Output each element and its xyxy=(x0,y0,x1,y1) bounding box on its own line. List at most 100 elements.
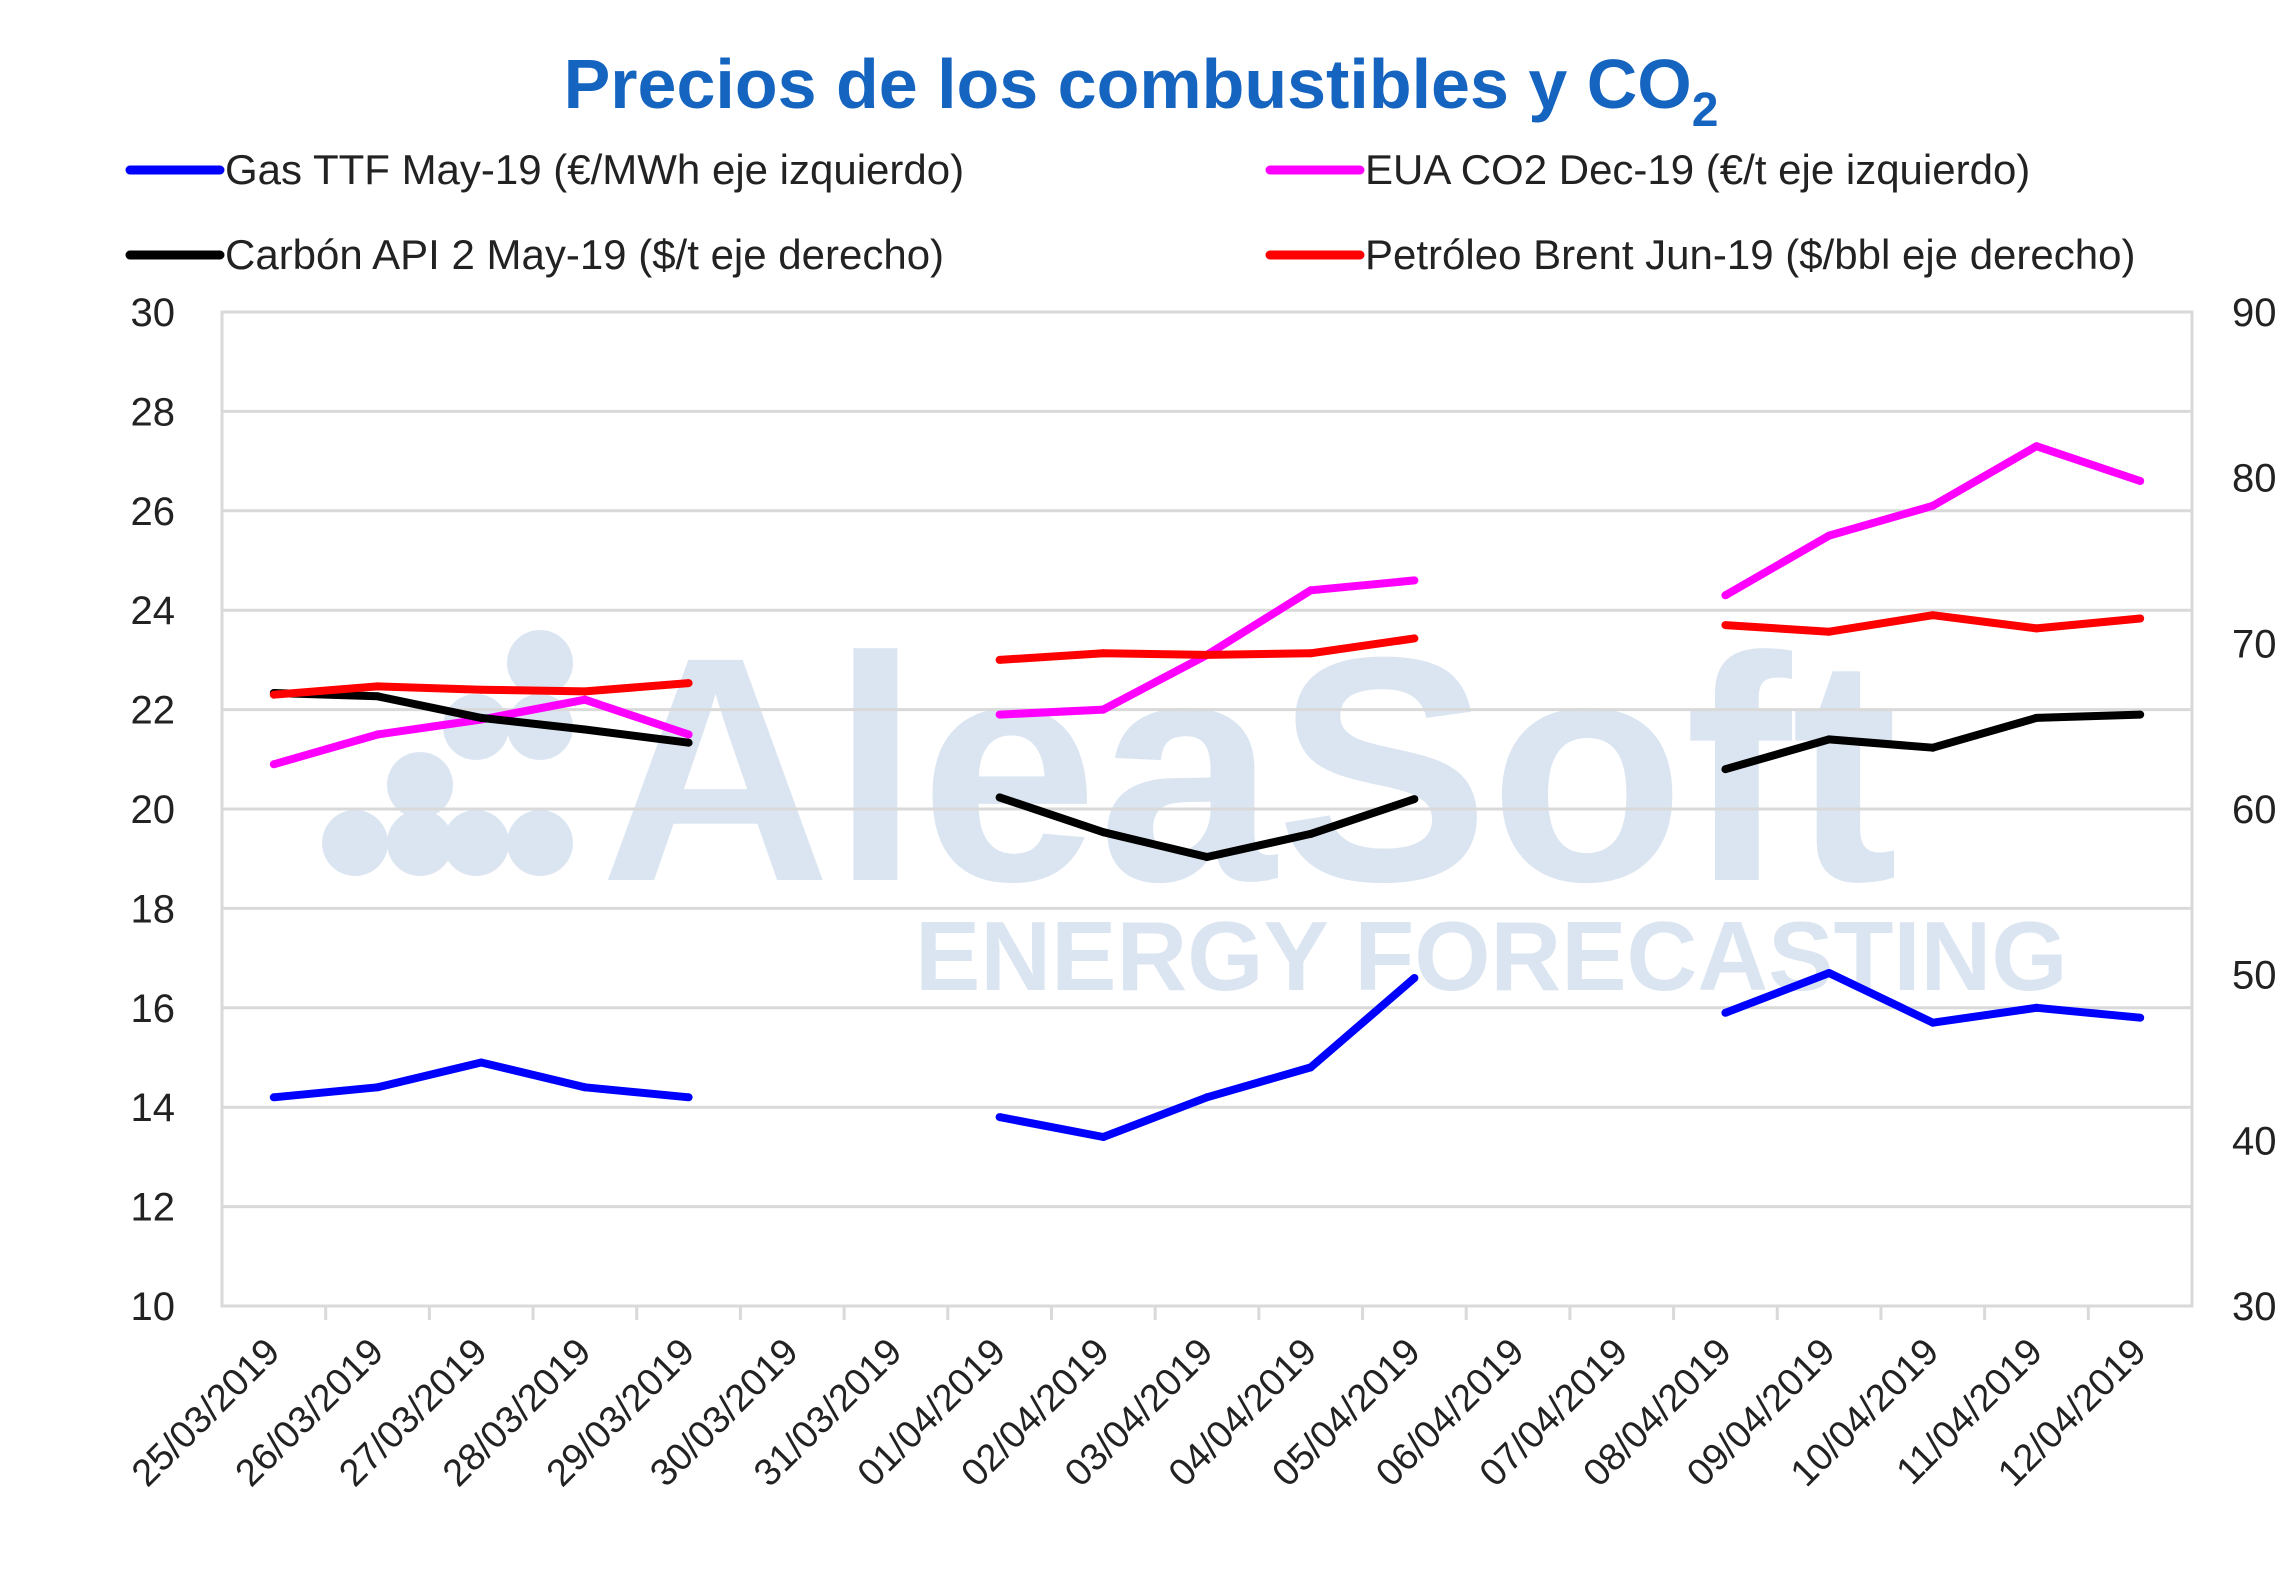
data-point xyxy=(269,690,278,699)
plot-area-border xyxy=(220,310,2194,1308)
y-left-tick-label: 28 xyxy=(131,390,176,434)
y-right-tick-label: 90 xyxy=(2232,291,2277,335)
chart-title: Precios de los combustibles y CO2 xyxy=(564,45,1719,137)
data-point xyxy=(1825,627,1834,636)
y-left-tick-label: 22 xyxy=(131,689,176,733)
data-point xyxy=(373,692,382,701)
y-left-tick-label: 12 xyxy=(131,1186,176,1230)
watermark-logo-dots xyxy=(322,630,573,876)
legend-label: Carbón API 2 May-19 ($/t eje derecho) xyxy=(225,231,944,278)
data-point xyxy=(1928,743,1937,752)
data-point xyxy=(1410,974,1419,982)
data-point xyxy=(580,687,589,696)
data-point xyxy=(580,1083,589,1092)
data-point xyxy=(477,1058,486,1067)
y-right-tick-label: 60 xyxy=(2232,788,2277,832)
series-petroleo xyxy=(269,611,2145,699)
data-point xyxy=(373,1083,382,1092)
data-point xyxy=(684,730,693,739)
data-point xyxy=(684,679,693,688)
legend-item: Petróleo Brent Jun-19 ($/bbl eje derecho… xyxy=(1265,231,2135,278)
data-point xyxy=(995,793,1004,802)
y-left-tick-label: 14 xyxy=(131,1086,176,1130)
watermark-dot xyxy=(387,752,453,818)
data-point xyxy=(2032,442,2041,451)
data-point xyxy=(1410,576,1419,585)
y-left-tick-label: 20 xyxy=(131,788,176,832)
data-point xyxy=(1099,1133,1108,1141)
chart-title-subscript: 2 xyxy=(1692,84,1719,137)
legend-label: Petróleo Brent Jun-19 ($/bbl eje derecho… xyxy=(1365,231,2135,278)
watermark-tagline: ENERGY FORECASTING xyxy=(915,901,2068,1011)
watermark-dot xyxy=(507,810,573,876)
data-point xyxy=(1928,501,1937,510)
watermark-dot xyxy=(387,810,453,876)
watermark-dot xyxy=(443,810,509,876)
data-point xyxy=(2136,477,2145,485)
data-point xyxy=(1203,1093,1211,1102)
x-axis: 25/03/201926/03/201927/03/201928/03/2019… xyxy=(124,1331,2154,1495)
data-point xyxy=(477,713,486,722)
data-point xyxy=(580,725,589,734)
data-point xyxy=(1721,591,1730,600)
data-point xyxy=(477,685,486,694)
legend-label: EUA CO2 Dec-19 (€/t eje izquierdo) xyxy=(1365,146,2030,193)
data-point xyxy=(1721,1008,1730,1017)
y-right-tick-label: 30 xyxy=(2232,1285,2277,1329)
series-line-segment xyxy=(1723,442,2142,599)
y-left-tick-label: 26 xyxy=(131,490,176,534)
data-point xyxy=(1099,828,1108,837)
y-right-tick-label: 70 xyxy=(2232,622,2277,666)
watermark-dot xyxy=(322,810,388,876)
data-point xyxy=(1825,735,1834,744)
data-point xyxy=(2032,624,2041,633)
legend-item: Gas TTF May-19 (€/MWh eje izquierdo) xyxy=(125,146,964,193)
data-point xyxy=(269,760,278,769)
legend-item: Carbón API 2 May-19 ($/t eje derecho) xyxy=(125,231,944,278)
data-point xyxy=(1203,853,1211,861)
data-point xyxy=(1721,621,1730,630)
data-point xyxy=(2136,1013,2145,1022)
data-point xyxy=(995,710,1004,719)
series-carbon xyxy=(269,689,2145,861)
data-point xyxy=(1721,765,1730,774)
data-point xyxy=(2032,713,2041,722)
gridlines xyxy=(222,310,2192,1308)
data-point xyxy=(373,682,382,691)
data-point xyxy=(580,695,589,704)
y-right-tick-label: 50 xyxy=(2232,954,2277,998)
data-point xyxy=(1928,1018,1937,1027)
data-point xyxy=(1306,586,1315,595)
legend-label: Gas TTF May-19 (€/MWh eje izquierdo) xyxy=(225,146,964,193)
data-point xyxy=(1203,650,1211,659)
watermark-brand: AleaSoft xyxy=(600,590,1898,948)
data-point xyxy=(1410,795,1419,804)
data-point xyxy=(995,655,1004,664)
y-left-tick-label: 30 xyxy=(131,291,176,335)
series-line-segment xyxy=(273,1058,689,1102)
data-point xyxy=(1825,531,1834,540)
legend: Gas TTF May-19 (€/MWh eje izquierdo) EUA … xyxy=(125,146,2135,278)
data-point xyxy=(1306,829,1315,838)
watermark-dot xyxy=(507,630,573,696)
y-axis-left: 10 12 14 16 18 20 22 24 26 28 30 xyxy=(131,291,176,1329)
y-left-tick-label: 10 xyxy=(131,1285,176,1329)
data-point xyxy=(1306,1063,1315,1072)
x-axis-ticks xyxy=(324,1306,2090,1320)
series-gas xyxy=(269,969,2145,1141)
data-point xyxy=(1410,634,1419,643)
y-right-tick-label: 40 xyxy=(2232,1119,2277,1163)
data-point xyxy=(1825,969,1834,977)
y-left-tick-label: 16 xyxy=(131,987,176,1031)
data-point xyxy=(1928,611,1937,620)
data-point xyxy=(1306,649,1315,658)
data-point xyxy=(269,1093,278,1102)
data-point xyxy=(373,730,382,739)
data-point xyxy=(1099,649,1108,658)
data-point xyxy=(1099,705,1108,714)
data-point xyxy=(684,1093,693,1102)
y-left-tick-label: 18 xyxy=(131,887,176,931)
data-point xyxy=(2136,614,2145,623)
data-point xyxy=(684,738,693,747)
